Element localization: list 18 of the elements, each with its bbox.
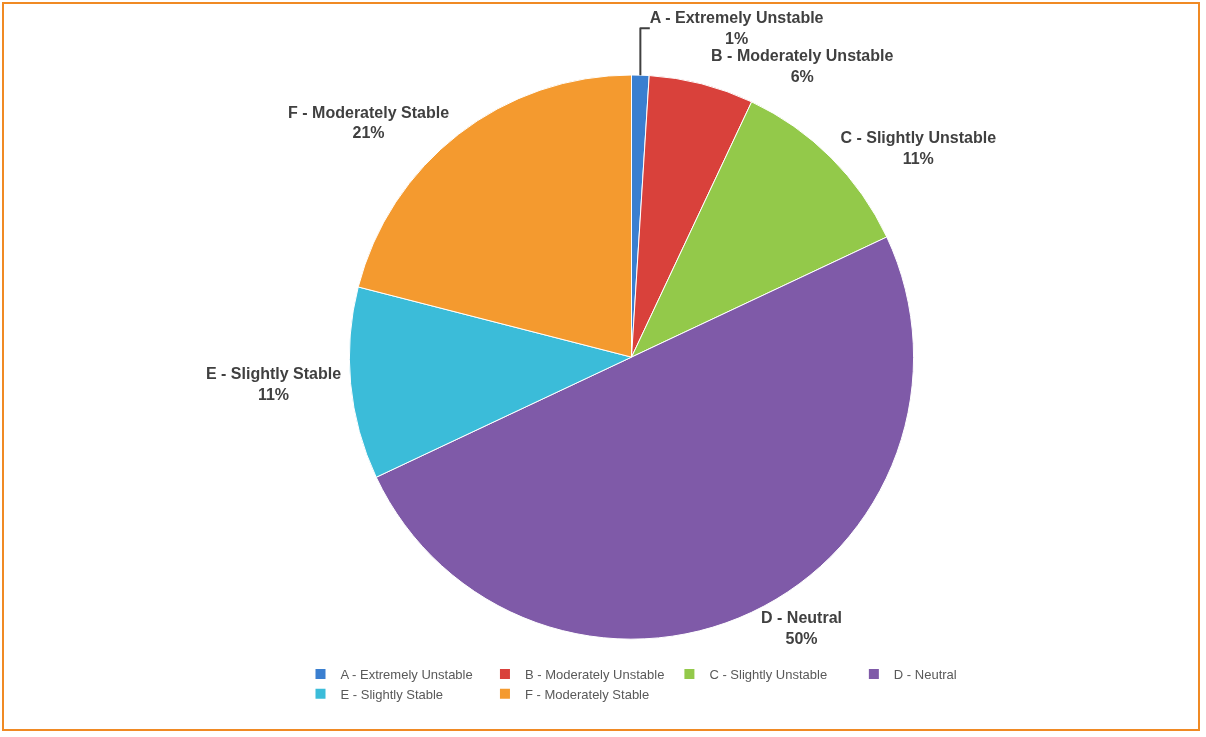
data-label: 11% (902, 150, 934, 168)
slice-label: C - Slightly Unstable (840, 129, 997, 147)
legend-label: C - Slightly Unstable (709, 667, 828, 683)
slice-label: B - Moderately Unstable (711, 47, 894, 65)
legend-label: A - Extremely Unstable (340, 667, 473, 683)
data-label: 1% (725, 30, 749, 48)
slice-label: D - Neutral (761, 608, 842, 626)
legend-label: B - Moderately Unstable (524, 667, 665, 683)
data-label: 21% (352, 124, 385, 142)
slice-label: E - Slightly Stable (205, 364, 342, 382)
slice-label: F - Moderately Stable (288, 103, 450, 121)
slice-label: A - Extremely Unstable (649, 9, 824, 27)
legend-label: E - Slightly Stable (340, 686, 444, 702)
legend-label: F - Moderately Stable (524, 686, 650, 702)
data-label: 11% (257, 385, 290, 403)
data-label: 6% (790, 68, 814, 86)
data-label: 50% (785, 629, 818, 647)
legend-label: D - Neutral (893, 667, 957, 683)
